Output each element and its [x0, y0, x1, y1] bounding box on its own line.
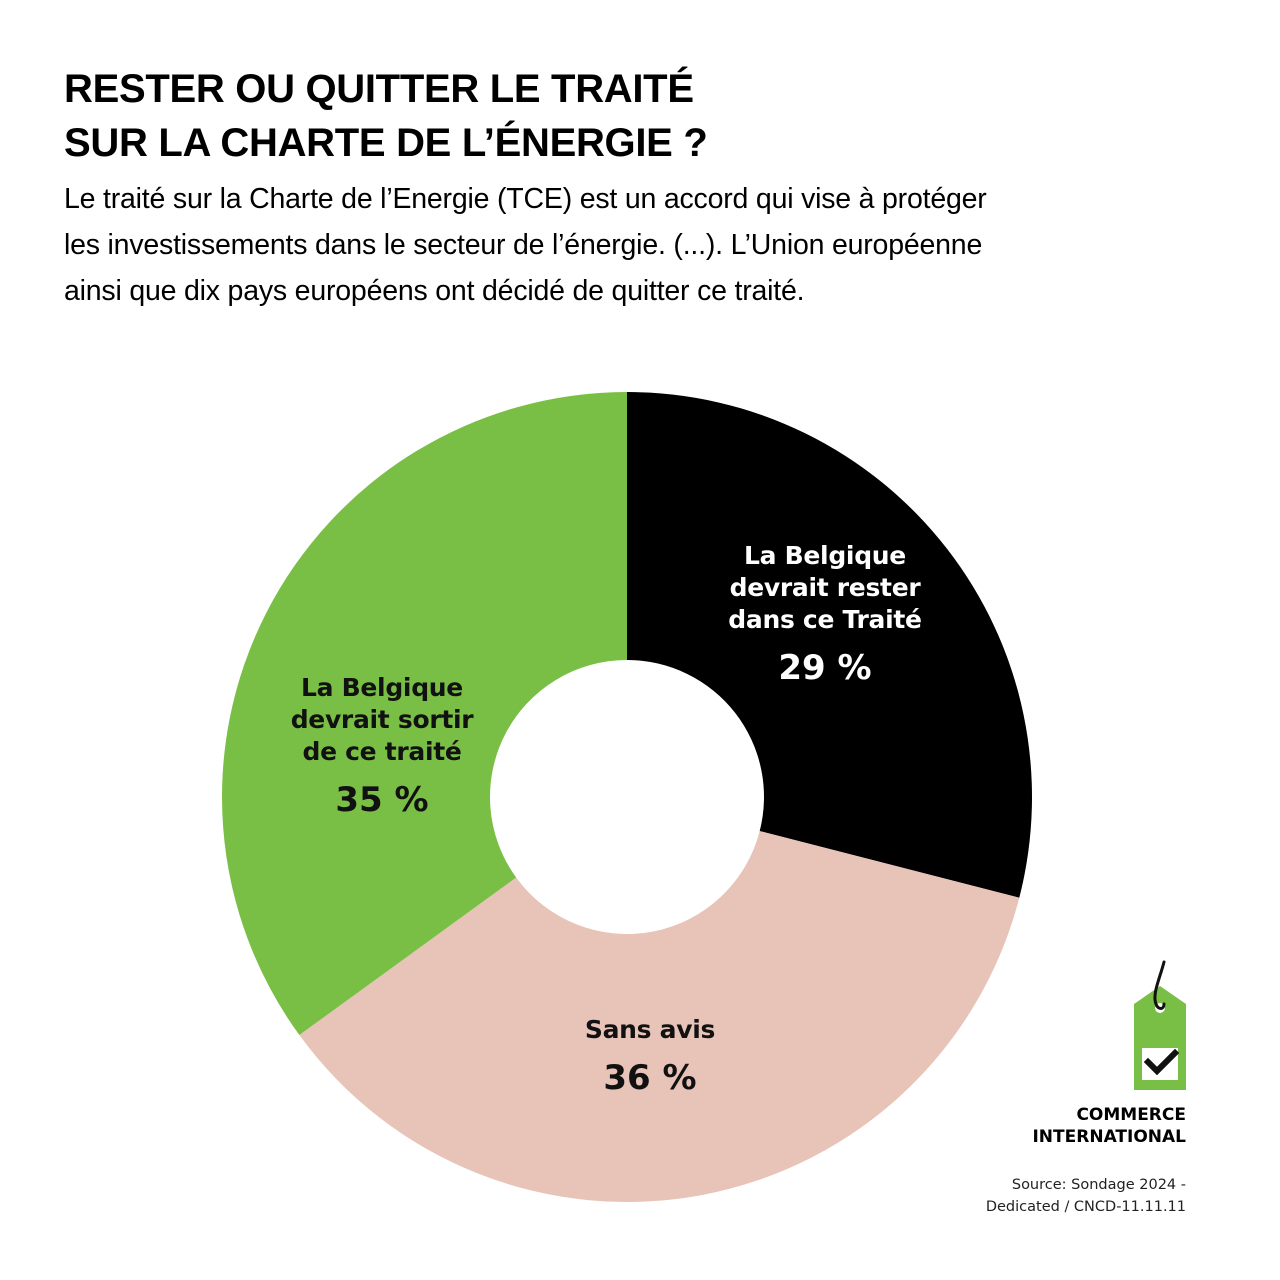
description-line-3: ainsi que dix pays européens ont décidé … [64, 275, 805, 307]
slice-percent-sans-avis: 36 % [603, 1058, 697, 1098]
brand-line-1: COMMERCE [1076, 1105, 1186, 1125]
slice-label-line: dans ce Traité [728, 605, 922, 634]
slice-label-line: devrait sortir [290, 705, 474, 734]
slice-label-line: Sans avis [584, 1015, 716, 1044]
slice-label-sortir: La Belgique devrait sortir de ce traité … [252, 672, 512, 820]
brand-name: COMMERCE INTERNATIONAL [1032, 1104, 1186, 1148]
title-line-2: SUR LA CHARTE DE L’ÉNERGIE ? [64, 121, 708, 165]
slice-label-line: devrait rester [729, 573, 921, 602]
slice-label-line: La Belgique [744, 541, 906, 570]
slice-sortir [222, 392, 627, 1036]
page-title: RESTER OU QUITTER LE TRAITÉ SUR LA CHART… [64, 62, 708, 170]
price-tag-checkmark-icon [1134, 960, 1186, 1090]
description: Le traité sur la Charte de l’Energie (TC… [64, 176, 1224, 314]
slice-percent-rester: 29 % [778, 648, 872, 688]
source-line-2: Dedicated / CNCD-11.11.11 [985, 1199, 1186, 1215]
slice-label-line: de ce traité [302, 737, 462, 766]
slice-rester [627, 392, 1032, 898]
slice-label-sans-avis: Sans avis 36 % [540, 1014, 760, 1098]
slice-label-rester: La Belgique devrait rester dans ce Trait… [690, 540, 960, 688]
brand-line-2: INTERNATIONAL [1032, 1127, 1186, 1147]
slice-label-line: La Belgique [301, 673, 463, 702]
slice-percent-sortir: 35 % [335, 780, 429, 820]
description-line-1: Le traité sur la Charte de l’Energie (TC… [64, 183, 987, 215]
title-line-1: RESTER OU QUITTER LE TRAITÉ [64, 67, 694, 111]
source-note: Source: Sondage 2024 - Dedicated / CNCD-… [986, 1174, 1186, 1218]
slice-sans-avis [299, 831, 1020, 1203]
source-line-1: Source: Sondage 2024 - [1011, 1177, 1186, 1193]
description-line-2: les investissements dans le secteur de l… [64, 229, 983, 261]
